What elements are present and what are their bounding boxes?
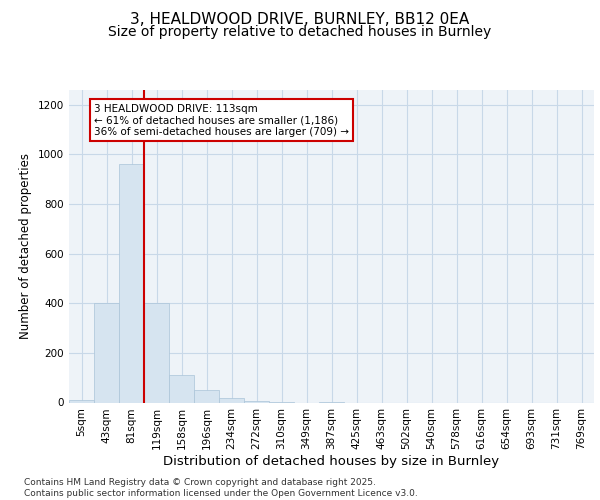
Bar xyxy=(219,398,244,402)
Text: Size of property relative to detached houses in Burnley: Size of property relative to detached ho… xyxy=(109,25,491,39)
Y-axis label: Number of detached properties: Number of detached properties xyxy=(19,153,32,339)
Bar xyxy=(94,304,119,402)
Bar xyxy=(69,400,94,402)
Bar xyxy=(144,304,169,402)
Text: 3, HEALDWOOD DRIVE, BURNLEY, BB12 0EA: 3, HEALDWOOD DRIVE, BURNLEY, BB12 0EA xyxy=(130,12,470,28)
Text: 3 HEALDWOOD DRIVE: 113sqm
← 61% of detached houses are smaller (1,186)
36% of se: 3 HEALDWOOD DRIVE: 113sqm ← 61% of detac… xyxy=(94,104,349,137)
Bar xyxy=(194,390,219,402)
X-axis label: Distribution of detached houses by size in Burnley: Distribution of detached houses by size … xyxy=(163,455,500,468)
Bar xyxy=(119,164,144,402)
Bar xyxy=(244,400,269,402)
Bar xyxy=(169,375,194,402)
Text: Contains HM Land Registry data © Crown copyright and database right 2025.
Contai: Contains HM Land Registry data © Crown c… xyxy=(24,478,418,498)
